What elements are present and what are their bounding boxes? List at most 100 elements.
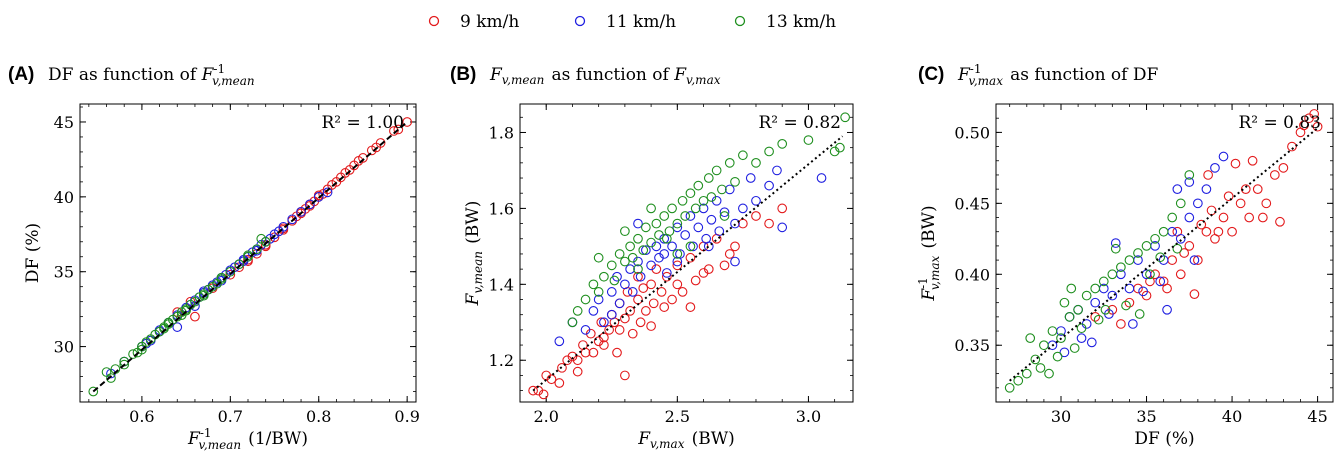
y-tick-label: 0.50 xyxy=(954,123,990,142)
legend-item-13-km-h: 13 km/h xyxy=(734,12,836,32)
data-point xyxy=(1128,319,1138,329)
y-axis-label: DF (%) xyxy=(23,223,43,283)
data-point xyxy=(690,203,701,214)
y-tick-label: 0.45 xyxy=(954,194,990,213)
y-axis-label: Fv,mean (BW) xyxy=(463,201,485,307)
data-point xyxy=(1110,243,1121,254)
legend-item-11-km-h: 11 km/h xyxy=(574,12,676,32)
data-point xyxy=(641,222,651,233)
data-point xyxy=(1021,368,1032,379)
series-13-km-h xyxy=(1004,170,1195,393)
data-point xyxy=(677,195,688,206)
data-point xyxy=(1073,304,1083,315)
data-point xyxy=(730,241,740,252)
data-point xyxy=(672,222,683,233)
data-point xyxy=(1189,289,1200,300)
data-point xyxy=(803,135,814,145)
data-point xyxy=(651,218,662,229)
data-point xyxy=(1066,283,1077,294)
data-point xyxy=(1110,238,1121,248)
data-point xyxy=(1218,151,1229,162)
data-point xyxy=(1059,347,1070,358)
data-point xyxy=(672,260,683,271)
data-point xyxy=(625,264,635,274)
data-point xyxy=(1299,120,1309,131)
data-point xyxy=(588,306,599,316)
data-point xyxy=(714,226,725,237)
data-point xyxy=(620,256,630,267)
data-point xyxy=(190,311,200,322)
data-point xyxy=(1141,269,1152,280)
data-point xyxy=(119,359,130,370)
data-point xyxy=(137,344,147,355)
data-point xyxy=(1081,290,1092,301)
data-point xyxy=(599,317,609,328)
data-point xyxy=(1172,184,1183,194)
data-point xyxy=(1184,241,1195,251)
data-point xyxy=(1035,363,1046,373)
data-point xyxy=(717,184,727,195)
data-point xyxy=(1047,326,1058,336)
data-point xyxy=(646,321,656,331)
data-point xyxy=(588,347,599,358)
data-point xyxy=(606,260,617,271)
data-point xyxy=(1158,226,1169,237)
data-point xyxy=(724,184,735,195)
data-point xyxy=(672,249,683,259)
data-point xyxy=(243,254,253,265)
data-point xyxy=(703,241,714,252)
data-point xyxy=(690,275,701,286)
data-point xyxy=(593,287,604,297)
data-point xyxy=(633,271,643,282)
data-point xyxy=(606,309,617,320)
panel-title: DF as function of F-1 v,mean xyxy=(48,62,256,88)
data-point xyxy=(685,241,696,252)
panel-a: (A) DF as function of F-1 v,mean 0.6 0.7 0.8… xyxy=(8,62,420,452)
y-tick-label: 40 xyxy=(54,188,74,207)
data-point xyxy=(719,211,730,221)
data-point xyxy=(667,241,677,252)
data-point xyxy=(661,268,672,278)
series-9-km-h xyxy=(528,203,788,400)
data-point xyxy=(751,195,761,206)
data-point xyxy=(614,325,625,335)
x-tick-label: 0.7 xyxy=(218,407,243,426)
data-point xyxy=(1240,184,1251,194)
data-point xyxy=(1193,255,1203,265)
data-point xyxy=(375,138,386,148)
data-point xyxy=(659,211,670,221)
data-point xyxy=(1278,163,1289,173)
data-point xyxy=(816,173,827,183)
data-point xyxy=(313,191,324,202)
data-point xyxy=(706,214,717,225)
data-point xyxy=(287,214,298,225)
data-point xyxy=(1059,297,1070,308)
data-point xyxy=(625,241,635,252)
data-point xyxy=(648,298,659,309)
data-point xyxy=(1133,283,1143,294)
data-point xyxy=(1044,368,1054,379)
data-point xyxy=(580,294,591,305)
data-point xyxy=(777,203,788,214)
data-point xyxy=(1158,255,1169,265)
data-point xyxy=(538,389,549,400)
data-point xyxy=(1269,170,1280,180)
data-point xyxy=(588,279,599,290)
data-point xyxy=(1124,255,1135,265)
data-point xyxy=(730,256,740,267)
data-point xyxy=(620,279,630,290)
data-point xyxy=(641,306,651,316)
panel-b: (B) Fv,mean as function of Fv,max 2.0 2.5 3… xyxy=(450,64,854,451)
data-point xyxy=(322,187,333,198)
data-point xyxy=(1287,141,1297,152)
data-point xyxy=(159,323,169,334)
data-point xyxy=(638,245,649,256)
x-tick-label: 0.8 xyxy=(306,407,331,426)
y-tick-label: 1.8 xyxy=(489,123,514,142)
data-point xyxy=(1121,300,1131,311)
data-point xyxy=(751,157,761,168)
data-point xyxy=(1013,375,1024,386)
x-tick-label: 35 xyxy=(1136,407,1156,426)
y-tick-label: 30 xyxy=(54,338,74,357)
y-tick-label: 1.6 xyxy=(489,199,514,218)
